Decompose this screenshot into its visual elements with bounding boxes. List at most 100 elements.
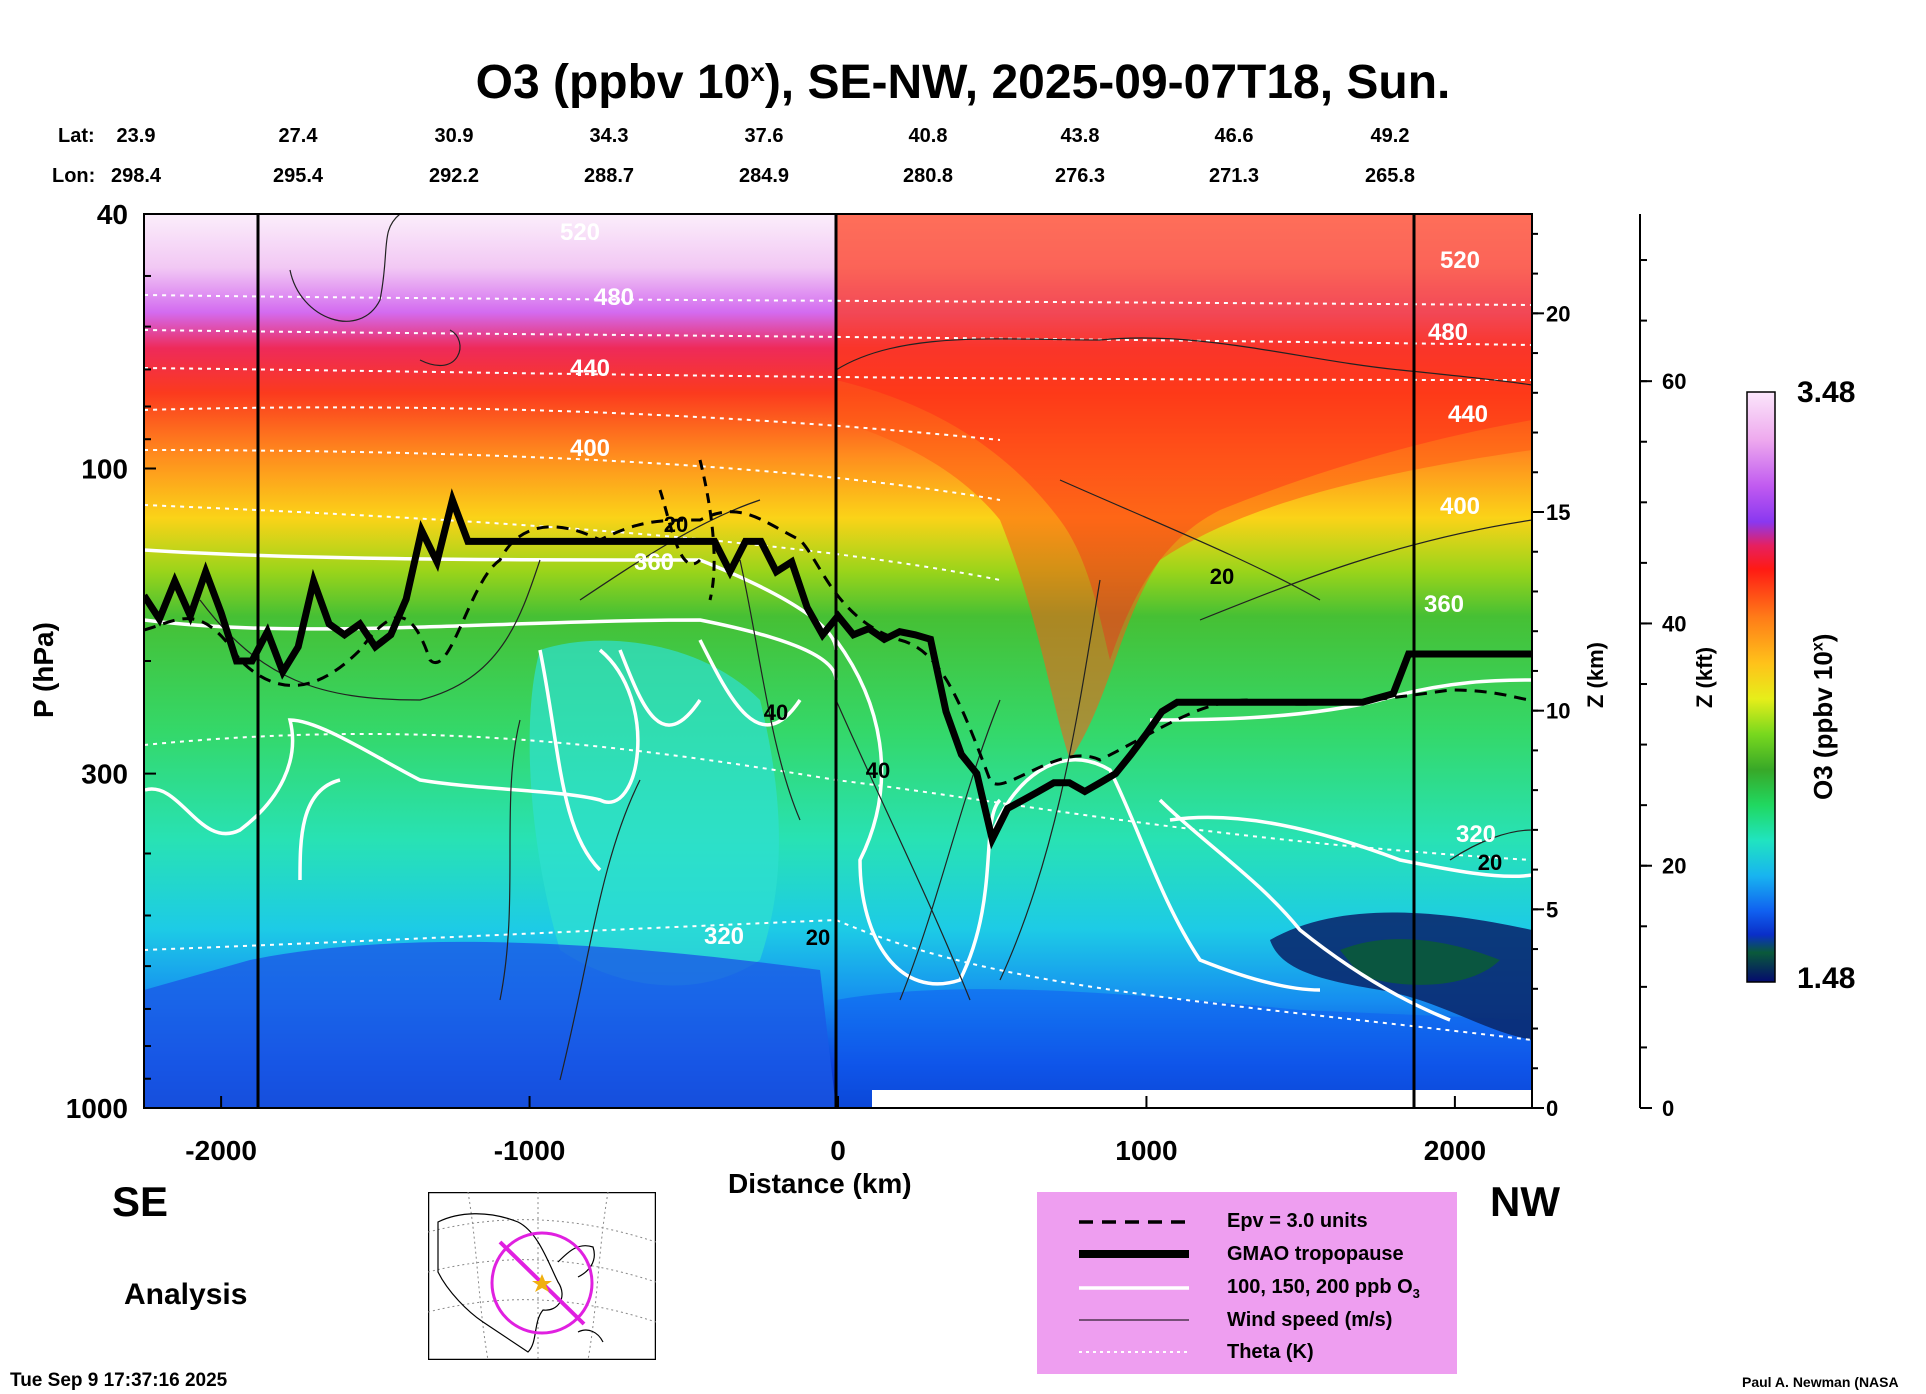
legend-epv: Epv = 3.0 units <box>1227 1210 1368 1232</box>
zkm-tick-label: 10 <box>1546 699 1570 724</box>
center-star-icon <box>532 1274 552 1292</box>
zkm-tick-label: 5 <box>1546 897 1558 922</box>
lat-value: 46.6 <box>1214 125 1254 147</box>
x-tick-label: 2000 <box>1424 1135 1486 1166</box>
z-kft-axis: 60 40 20 0 <box>1640 259 1686 1121</box>
wind-contour <box>419 329 461 367</box>
timestamp: Tue Sep 9 17:37:16 2025 <box>10 1370 228 1391</box>
theta-contour <box>144 406 1001 441</box>
lat-value: 30.9 <box>434 125 474 147</box>
direction-nw: NW <box>1490 1178 1560 1225</box>
x-tick-label: -1000 <box>494 1135 566 1166</box>
theta-contour <box>144 504 1001 581</box>
zkft-tick-label: 60 <box>1662 369 1686 394</box>
lat-label: Lat: <box>58 125 95 147</box>
lon-value: 265.8 <box>1364 165 1416 187</box>
wind-label: 40 <box>866 758 890 783</box>
lon-value: 298.4 <box>110 165 162 187</box>
theta-label: 400 <box>1440 493 1480 520</box>
credit: Paul A. Newman (NASA <box>1742 1374 1899 1390</box>
lat-value: 40.8 <box>908 125 948 147</box>
ozone-contour <box>988 758 1321 992</box>
legend: Epv = 3.0 units GMAO tropopause 100, 150… <box>1037 1192 1457 1374</box>
theta-label: 480 <box>1428 319 1468 346</box>
chart-title: O3 (ppbv 10x), SE-NW, 2025-09-07T18, Sun… <box>475 56 1451 109</box>
tropopause-line <box>144 488 1532 850</box>
colorbar-min: 1.48 <box>1797 962 1856 995</box>
ozone-contour <box>538 639 802 872</box>
ozone-contour <box>144 618 838 681</box>
lat-value: 27.4 <box>278 125 318 147</box>
theta-label: 400 <box>570 435 610 462</box>
ozone-contour <box>1169 815 1532 879</box>
theta-label: 440 <box>1448 401 1488 428</box>
legend-wind: Wind speed (m/s) <box>1227 1309 1393 1331</box>
lon-value: 292.2 <box>428 165 480 187</box>
theta-label: 520 <box>560 219 600 246</box>
lat-value: 34.3 <box>589 125 629 147</box>
p-tick-label: 1000 <box>66 1093 128 1124</box>
x-tick-marks: -2000 -1000 0 1000 2000 <box>185 1096 1486 1166</box>
ozone-contour <box>144 648 640 836</box>
lon-value: 284.9 <box>738 165 790 187</box>
zkft-tick-label: 40 <box>1662 611 1686 636</box>
analysis-label: Analysis <box>124 1278 248 1311</box>
theta-contour <box>144 918 1532 1041</box>
p-tick-label: 300 <box>81 759 128 790</box>
lon-value: 295.4 <box>272 165 324 187</box>
y-axis-label: P (hPa) <box>28 622 59 718</box>
theta-labels: 520 480 440 400 360 320 520 480 440 400 360 320 <box>560 219 1496 950</box>
lon-value: 271.3 <box>1208 165 1260 187</box>
p-tick-marks: 40 100 300 1000 <box>66 199 156 1124</box>
theta-label: 320 <box>1456 821 1496 848</box>
lon-value: 276.3 <box>1054 165 1106 187</box>
theta-label: 440 <box>570 355 610 382</box>
lat-value: 49.2 <box>1370 125 1410 147</box>
colorbar-label: O3 (ppbv 10x) <box>1808 633 1838 800</box>
inset-map <box>428 1192 656 1360</box>
x-tick-label: 1000 <box>1115 1135 1177 1166</box>
x-tick-label: -2000 <box>185 1135 257 1166</box>
zkm-tick-label: 15 <box>1546 500 1570 525</box>
x-tick-label: 0 <box>830 1135 846 1166</box>
colorbar-max: 3.48 <box>1797 376 1856 409</box>
ozone-contour <box>834 638 1002 986</box>
legend-theta: Theta (K) <box>1227 1341 1314 1363</box>
wind-label: 40 <box>764 700 788 725</box>
lon-value: 280.8 <box>902 165 954 187</box>
p-tick-label: 40 <box>97 199 128 230</box>
lon-label: Lon: <box>52 165 96 187</box>
wind-contour <box>1449 829 1532 861</box>
zkft-tick-label: 0 <box>1662 1096 1674 1121</box>
wind-label: 20 <box>1210 564 1234 589</box>
wind-labels: 20 40 40 20 20 20 <box>664 512 1502 950</box>
zkm-tick-label: 0 <box>1546 1096 1558 1121</box>
lat-value: 43.8 <box>1060 125 1100 147</box>
ozone-contour <box>1158 798 1451 1022</box>
zkft-tick-label: 20 <box>1662 854 1686 879</box>
wind-contour <box>739 559 801 821</box>
z-km-axis: 20 15 10 5 0 <box>1532 232 1570 1121</box>
x-axis-label: Distance (km) <box>728 1168 912 1199</box>
p-tick-label: 100 <box>81 453 128 484</box>
direction-se: SE <box>112 1178 169 1225</box>
colorbar <box>1746 391 1776 983</box>
coastline <box>437 1213 563 1353</box>
wind-contour <box>835 579 1101 1001</box>
theta-label: 320 <box>704 923 744 950</box>
ozone-contour <box>298 778 341 881</box>
zkm-tick-label: 20 <box>1546 301 1570 326</box>
theta-label: 520 <box>1440 247 1480 274</box>
y3-axis-label: Z (kft) <box>1692 646 1717 708</box>
lat-value: 37.6 <box>744 125 784 147</box>
wind-contour <box>835 337 1532 386</box>
legend-ozone-contours: 100, 150, 200 ppb O3 <box>1227 1276 1420 1301</box>
y2-axis-label: Z (km) <box>1583 642 1608 708</box>
ozone-field <box>144 214 1532 1108</box>
legend-tropopause: GMAO tropopause <box>1227 1243 1404 1265</box>
theta-label: 480 <box>594 284 634 311</box>
wind-label: 20 <box>1478 850 1502 875</box>
section-circle <box>490 1231 594 1335</box>
wind-contour <box>289 214 401 322</box>
